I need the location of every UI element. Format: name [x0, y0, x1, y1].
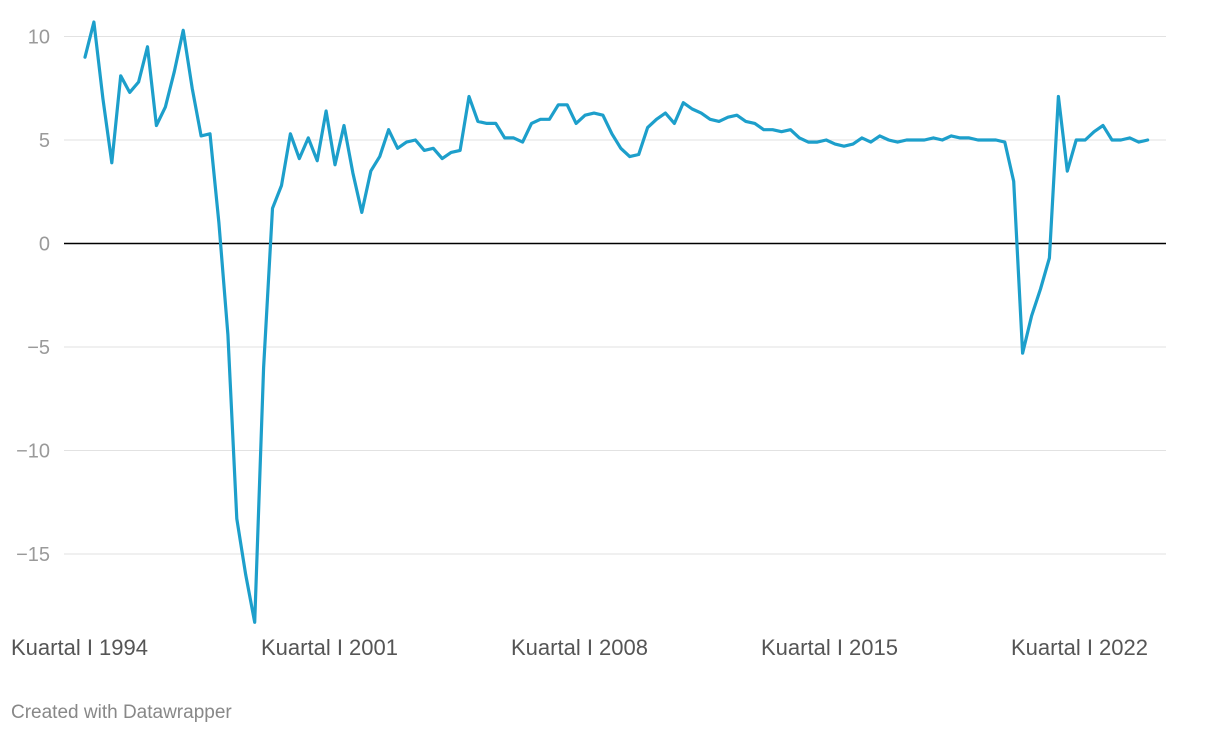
x-tick-label: Kuartal I 2022 — [1011, 635, 1148, 660]
y-tick-label: 5 — [39, 130, 50, 152]
y-tick-label: −15 — [16, 544, 50, 566]
y-tick-label: 0 — [39, 234, 50, 256]
x-tick-label: Kuartal I 2015 — [761, 635, 898, 660]
grid-lines — [64, 36, 1166, 555]
line-chart: 10 5 0 −5 −10 −15 Kuartal I 1994 Kuartal I 200… — [11, 20, 1166, 660]
credit-label: Created with Datawrapper — [11, 702, 232, 723]
y-tick-label: −5 — [27, 337, 50, 359]
x-tick-label: Kuartal I 2008 — [511, 635, 648, 660]
series-line — [83, 20, 1150, 624]
y-tick-label: 10 — [28, 27, 50, 49]
series-layer — [83, 20, 1150, 624]
x-tick-label: Kuartal I 2001 — [261, 635, 398, 660]
x-axis-ticks: Kuartal I 1994 Kuartal I 2001 Kuartal I 20… — [11, 635, 1148, 660]
y-tick-label: −10 — [16, 441, 50, 463]
x-tick-label: Kuartal I 1994 — [11, 635, 148, 660]
y-axis-ticks: 10 5 0 −5 −10 −15 — [16, 27, 50, 567]
